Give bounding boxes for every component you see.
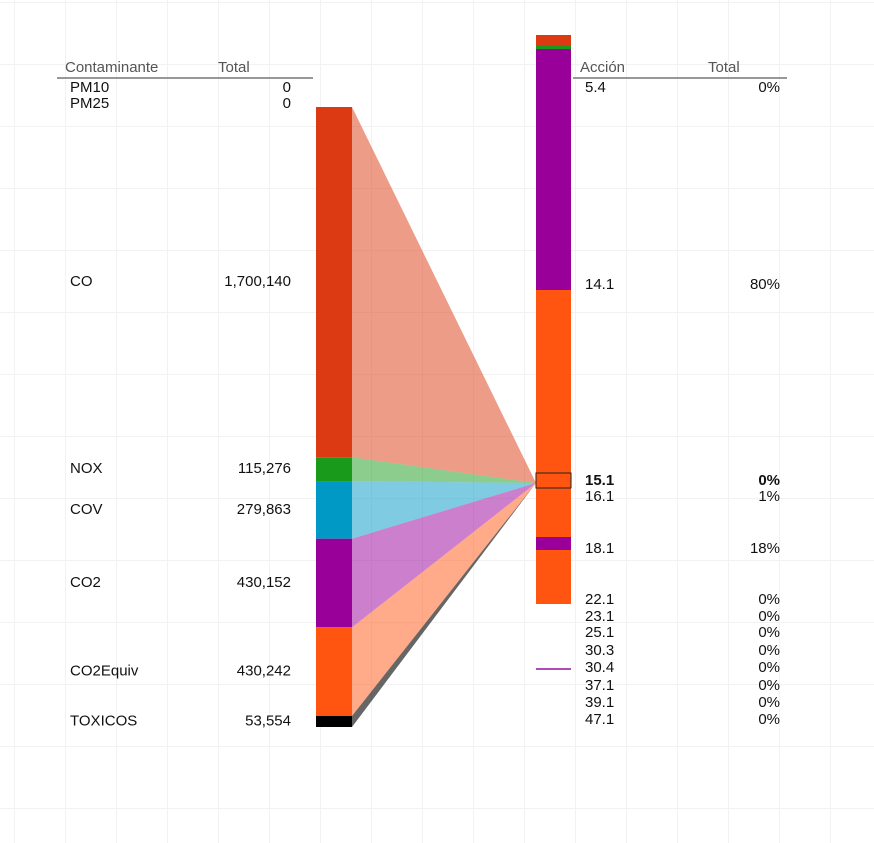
action-name: 39.1 <box>585 694 614 711</box>
right-header: Total <box>708 59 740 76</box>
action-name: 14.1 <box>585 276 614 293</box>
row-name: CO <box>70 273 93 290</box>
left-header: Contaminante <box>65 59 158 76</box>
flow <box>352 483 536 716</box>
row-total: 53,554 <box>245 712 291 729</box>
action-name: 16.1 <box>585 488 614 505</box>
left-header: Total <box>218 59 250 76</box>
action-total: 0% <box>758 591 780 608</box>
row-name: CO2Equiv <box>70 663 139 680</box>
row-name: TOXICOS <box>70 712 137 729</box>
row-name: NOX <box>70 460 103 477</box>
segment <box>536 45 571 49</box>
action-name: 30.3 <box>585 642 614 659</box>
segment <box>536 35 571 45</box>
flows <box>352 107 536 727</box>
action-total: 0% <box>758 711 780 728</box>
action-total: 0% <box>758 624 780 641</box>
action-total: 0% <box>758 79 780 96</box>
action-total: 0% <box>758 642 780 659</box>
action-name: 25.1 <box>585 624 614 641</box>
segment <box>536 49 571 290</box>
action-total: 1% <box>758 488 780 505</box>
action-total: 0% <box>758 659 780 676</box>
action-total: 0% <box>758 694 780 711</box>
action-total: 18% <box>750 540 780 557</box>
flow <box>352 483 536 628</box>
bar-segment <box>316 107 352 458</box>
row-name: PM25 <box>70 95 109 112</box>
flow <box>352 481 536 539</box>
row-total: 430,242 <box>237 663 291 680</box>
row-total: 115,276 <box>238 460 291 477</box>
bar-segment <box>316 715 352 727</box>
bar-segment <box>316 481 352 539</box>
highlight-box <box>535 472 572 489</box>
row-total: 0 <box>283 79 291 96</box>
action-total: 0% <box>758 472 780 489</box>
action-name: 5.4 <box>585 79 606 96</box>
segment <box>536 290 571 537</box>
row-total: 430,152 <box>237 574 291 591</box>
labels: PM10 0 PM25 0 CO 1,700,140 NOX 115,276 COV 279,86… <box>70 79 780 729</box>
segment <box>536 537 571 550</box>
action-total: 0% <box>758 608 780 625</box>
right-header: Acción <box>580 59 625 76</box>
row-total: 279,863 <box>237 501 291 518</box>
row-name: PM10 <box>70 79 109 96</box>
action-name: 18.1 <box>585 540 614 557</box>
action-total: 80% <box>750 276 780 293</box>
action-name: 37.1 <box>585 677 614 694</box>
flow <box>352 107 536 483</box>
action-name: 15.1 <box>585 472 614 489</box>
bar-segment <box>316 627 352 716</box>
action-name: 47.1 <box>585 711 614 728</box>
bar-segment <box>316 538 352 628</box>
bar-segment <box>316 457 352 482</box>
segment <box>536 550 571 604</box>
action-name: 30.4 <box>585 659 614 676</box>
row-total: 1,700,140 <box>224 273 291 290</box>
left-bar <box>316 107 352 727</box>
action-name: 22.1 <box>585 591 614 608</box>
row-total: 0 <box>283 95 291 112</box>
flow <box>352 457 536 483</box>
action-total: 0% <box>758 677 780 694</box>
flow <box>352 483 536 727</box>
action-name: 23.1 <box>585 608 614 625</box>
row-name: CO2 <box>70 574 101 591</box>
right-bar <box>535 35 572 670</box>
row-name: COV <box>70 501 103 518</box>
